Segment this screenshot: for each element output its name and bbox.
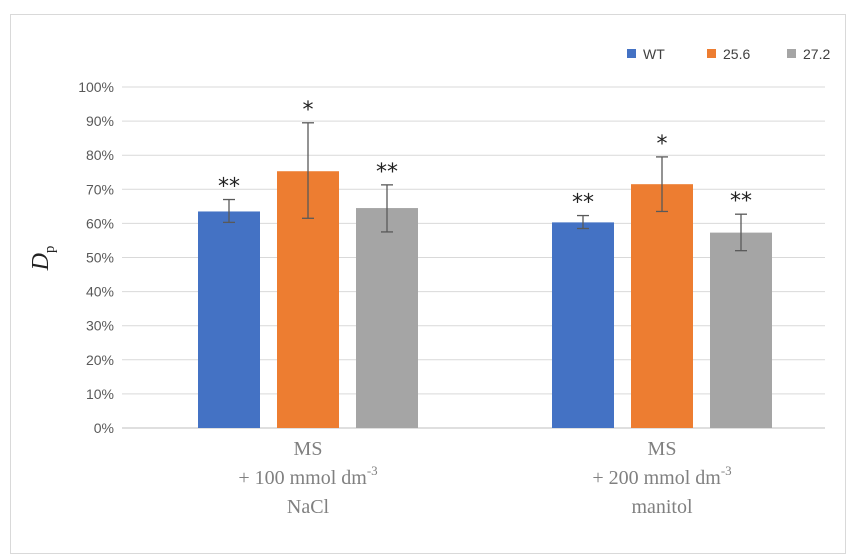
x-axis-category-labels: MS + 100 mmol dm-3 NaCl MS + 200 mmol dm-3 ma… (238, 438, 731, 518)
bar-WT-2 (552, 222, 614, 428)
y-tick-label: 50% (86, 250, 114, 266)
bar-WT-1 (198, 211, 260, 428)
y-tick-label: 10% (86, 386, 114, 402)
significance-mark: * (303, 98, 314, 123)
category-label-line: + 100 mmol dm-3 (238, 463, 377, 489)
legend: WT 25.6 27.2 (627, 46, 830, 62)
bar-27-2-1 (356, 208, 418, 428)
category-label-line: NaCl (287, 496, 330, 518)
legend-item: 27.2 (787, 46, 830, 62)
legend-item: 25.6 (707, 46, 750, 62)
error-bar (577, 214, 589, 230)
error-bar (223, 198, 235, 224)
y-tick-label: 40% (86, 284, 114, 300)
y-tick-label: 60% (86, 215, 114, 231)
error-bar (735, 213, 747, 252)
error-bars (223, 122, 747, 252)
legend-swatch (707, 49, 716, 58)
y-tick-label: 80% (86, 147, 114, 163)
y-tick-label: 90% (86, 113, 114, 129)
y-axis-ticks: 0% 10% 20% 30% 40% 50% 60% 70% 80% 90% 100% (78, 79, 114, 436)
legend-label: 27.2 (803, 46, 830, 62)
significance-annotations: ********** (218, 98, 752, 216)
category-label-line: MS (294, 438, 323, 460)
legend-swatch (787, 49, 796, 58)
significance-mark: ** (572, 191, 594, 216)
y-tick-label: 100% (78, 79, 114, 95)
category-label-line: MS (648, 438, 677, 460)
error-bar (302, 122, 314, 219)
y-tick-label: 70% (86, 181, 114, 197)
significance-mark: ** (730, 189, 752, 214)
error-bar (656, 156, 668, 213)
y-axis-label: Dp (28, 246, 58, 272)
significance-mark: ** (376, 160, 398, 185)
significance-mark: * (657, 132, 668, 157)
category-label-line: + 200 mmol dm-3 (592, 463, 731, 489)
legend-swatch (627, 49, 636, 58)
bar-chart: 0%10%20%30%40%50%60%70%80%90%100% ******… (28, 46, 830, 518)
y-tick-label: 20% (86, 352, 114, 368)
legend-label: WT (643, 46, 665, 62)
y-tick-label: 0% (94, 420, 114, 436)
bars (198, 171, 772, 429)
legend-label: 25.6 (723, 46, 750, 62)
error-bar (381, 184, 393, 233)
y-tick-label: 30% (86, 318, 114, 334)
chart-frame (10, 14, 846, 554)
category-label-line: manitol (631, 496, 693, 518)
legend-item: WT (627, 46, 665, 62)
bar-25-6-2 (631, 184, 693, 428)
bar-27-2-2 (710, 232, 772, 428)
significance-mark: ** (218, 175, 240, 200)
